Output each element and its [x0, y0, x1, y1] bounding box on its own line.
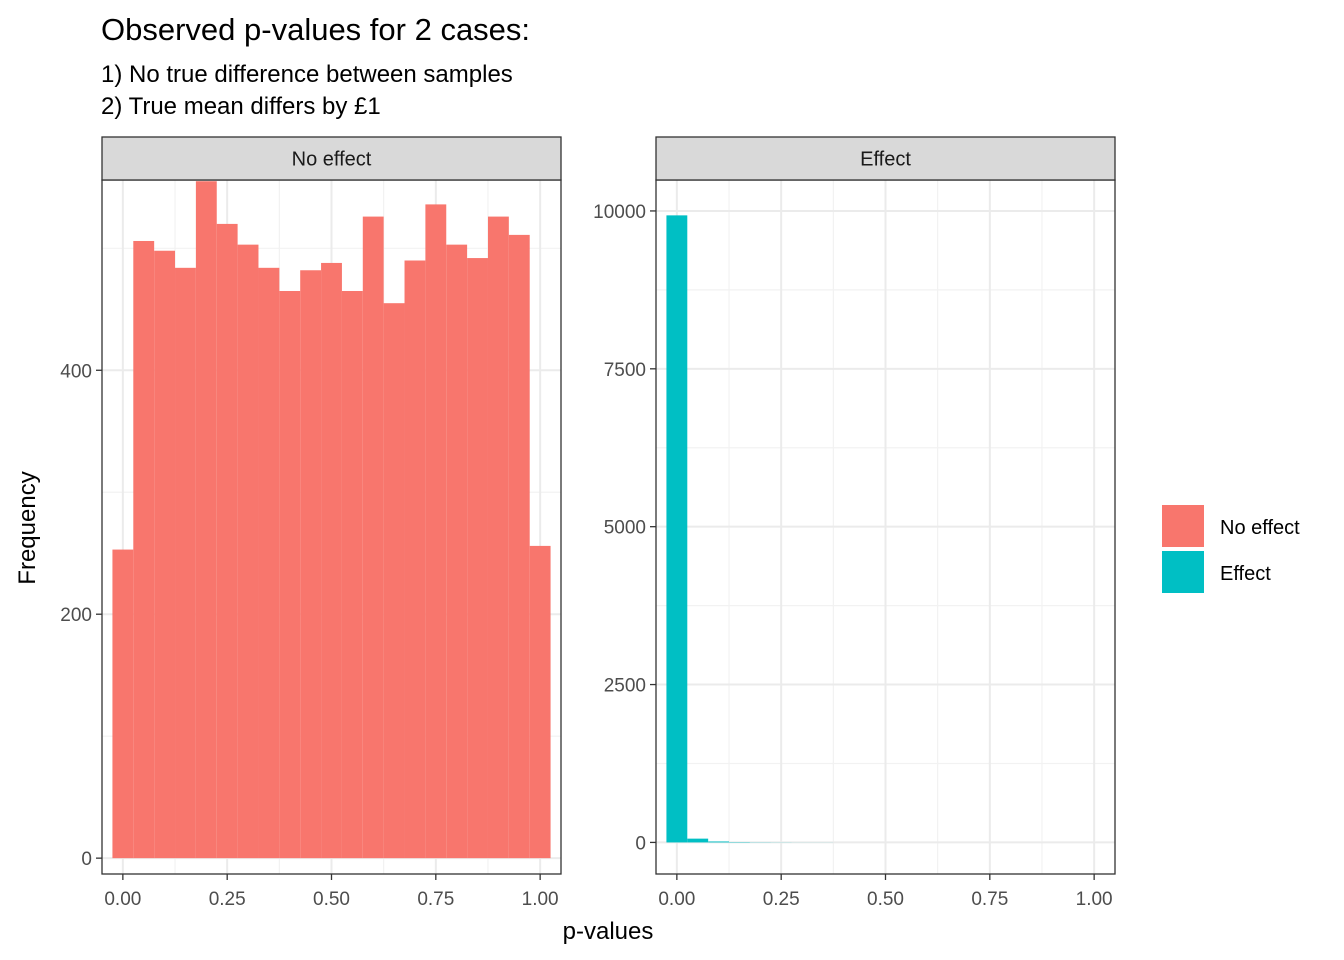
- y-tick-label: 400: [60, 361, 92, 382]
- legend-key-no-effect: [1162, 505, 1204, 547]
- histogram-bar: [237, 244, 259, 859]
- histogram-bar: [133, 240, 155, 859]
- legend: No effect Effect: [1162, 505, 1300, 593]
- panel-no-effect: No effect 0.00 0.25 0.50 0.75 1.00 0 200 400: [60, 136, 562, 910]
- facet-strip: [655, 136, 1116, 181]
- histogram-bar: [425, 204, 447, 859]
- y-tick-label: 200: [60, 605, 92, 626]
- x-tick-label: 0.50: [313, 889, 350, 910]
- histogram-bar: [467, 258, 488, 859]
- y-tick-label: 5000: [604, 518, 646, 539]
- legend-label-effect: Effect: [1220, 563, 1271, 585]
- legend-key-effect: [1162, 551, 1204, 593]
- x-tick-label: 0.25: [763, 889, 800, 910]
- histogram-bar: [446, 244, 468, 859]
- histogram-bar: [154, 250, 176, 859]
- histogram-bar: [341, 290, 363, 859]
- x-tick-label: 1.00: [1076, 889, 1113, 910]
- y-tick-label: 0: [635, 833, 646, 854]
- facet-strip: [101, 136, 562, 181]
- histogram-bar: [708, 841, 730, 843]
- histogram-bar: [383, 303, 405, 859]
- y-tick-label: 10000: [593, 202, 646, 223]
- chart-subtitle-line-2: 2) True mean differs by £1: [101, 93, 381, 120]
- y-tick-label: 2500: [604, 676, 646, 697]
- histogram-bar: [216, 223, 238, 859]
- histogram-bar: [687, 838, 709, 843]
- facet-strip-label: Effect: [860, 149, 911, 171]
- chart-subtitle-line-1: 1) No true difference between samples: [101, 61, 513, 88]
- x-tick-label: 0.00: [104, 889, 141, 910]
- histogram-bar: [195, 181, 217, 859]
- histogram-bar: [300, 270, 322, 859]
- x-tick-label: 0.25: [209, 889, 246, 910]
- x-tick-label: 1.00: [522, 889, 559, 910]
- histogram-bar: [112, 549, 134, 859]
- chart-title: Observed p-values for 2 cases:: [101, 12, 530, 47]
- histogram-bar: [362, 216, 384, 859]
- histogram-bar: [666, 215, 688, 843]
- histogram-bar: [175, 267, 196, 859]
- histogram-bar: [404, 260, 426, 859]
- panels-layer: No effect 0.00 0.25 0.50 0.75 1.00 0 200 400 Effe…: [60, 136, 1116, 910]
- histogram-bar: [529, 545, 551, 859]
- facet-strip-label: No effect: [292, 149, 372, 171]
- x-tick-label: 0.50: [867, 889, 904, 910]
- panel-effect: Effect 0.00 0.25 0.50 0.75 1.00 0 2500 5000 7500 1…: [593, 136, 1116, 910]
- x-tick-label: 0.00: [658, 889, 695, 910]
- histogram-bar: [508, 234, 530, 859]
- y-tick-label: 7500: [604, 360, 646, 381]
- histogram-bar: [321, 262, 342, 859]
- legend-label-no-effect: No effect: [1220, 517, 1300, 539]
- histogram-bar: [487, 216, 509, 859]
- histogram-bar: [279, 290, 301, 859]
- x-tick-label: 0.75: [417, 889, 454, 910]
- y-tick-label: 0: [81, 849, 92, 870]
- x-axis-title: p-values: [563, 918, 654, 945]
- histogram-bar: [258, 267, 280, 859]
- x-tick-label: 0.75: [971, 889, 1008, 910]
- y-axis-title: Frequency: [14, 471, 41, 584]
